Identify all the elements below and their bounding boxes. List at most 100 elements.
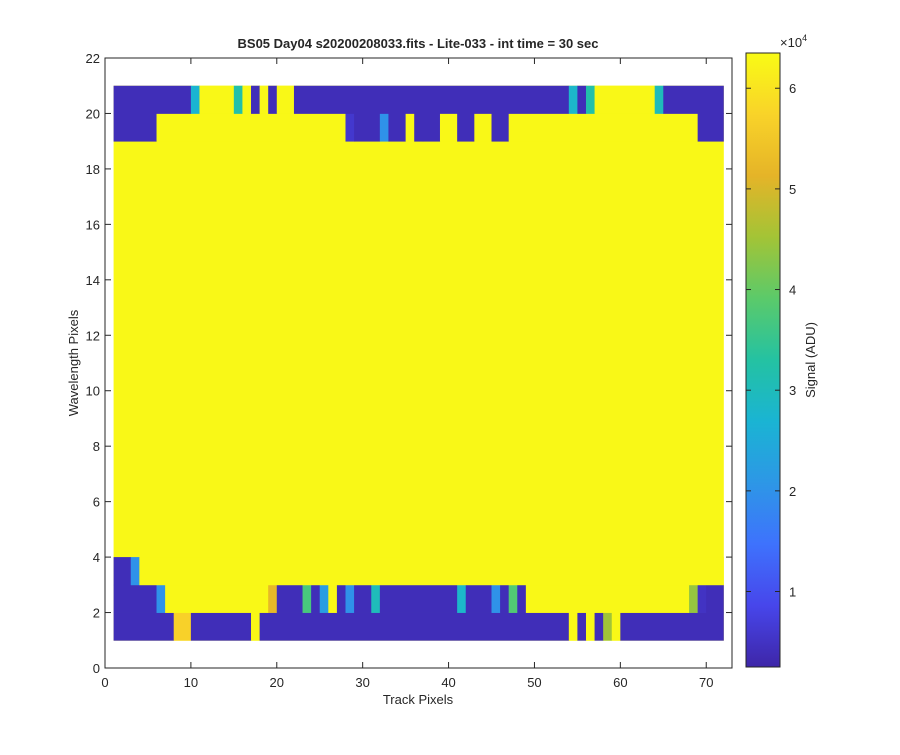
heatmap-cell	[165, 584, 269, 613]
heatmap-cell	[251, 612, 261, 641]
x-tick-label: 40	[441, 675, 455, 690]
heatmap-cell	[371, 584, 381, 613]
heatmap-cell	[500, 584, 510, 613]
heatmap-cell	[663, 85, 724, 114]
colorbar-gradient	[745, 52, 781, 668]
heatmap-cell	[276, 584, 303, 613]
heatmap-cell	[491, 113, 510, 142]
y-tick-label: 22	[86, 51, 100, 66]
x-tick-label: 50	[527, 675, 541, 690]
heatmap-cell	[654, 85, 664, 114]
heatmap-cell	[620, 612, 724, 641]
heatmap-cell	[379, 113, 389, 142]
y-tick-label: 16	[86, 217, 100, 232]
heatmap-cell	[336, 584, 346, 613]
heatmap-cell	[113, 113, 157, 142]
colorbar-tick-label: 6	[789, 81, 796, 96]
heatmap-cell	[457, 584, 467, 613]
x-tick-label: 20	[270, 675, 284, 690]
x-tick-label: 0	[101, 675, 108, 690]
heatmap-cell	[594, 85, 656, 114]
x-tick-label: 30	[355, 675, 369, 690]
heatmap-cell	[190, 85, 200, 114]
heatmap-cell	[568, 85, 578, 114]
heatmap-cell	[508, 584, 518, 613]
heatmap-cell	[439, 113, 458, 142]
heatmap-cell	[345, 584, 355, 613]
heatmap-cell	[517, 584, 527, 613]
heatmap-cell	[388, 113, 407, 142]
y-tick-label: 6	[93, 495, 100, 510]
y-tick-label: 18	[86, 162, 100, 177]
heatmap-cell	[611, 612, 621, 641]
heatmap-cell	[173, 612, 192, 641]
heatmap-cell	[577, 612, 587, 641]
y-axis-label: Wavelength Pixels	[66, 309, 81, 416]
heatmap-cell	[354, 584, 372, 613]
heatmap-cell	[268, 584, 278, 613]
heatmap-cell	[130, 557, 140, 586]
chart-title: BS05 Day04 s20200208033.fits - Lite-033 …	[238, 36, 599, 51]
heatmap-cell	[302, 584, 312, 613]
heatmap-cell	[156, 584, 166, 613]
x-tick-label: 70	[699, 675, 713, 690]
heatmap-cell	[474, 113, 492, 142]
heatmap-cell	[293, 85, 570, 114]
y-tick-label: 20	[86, 106, 100, 121]
heatmap-cell	[199, 85, 235, 114]
heatmap-cell	[697, 584, 707, 613]
colorbar-tick-label: 3	[789, 383, 796, 398]
heatmap-cell	[414, 113, 424, 142]
heatmap-cells	[113, 85, 724, 641]
heatmap-cell	[113, 584, 157, 613]
heatmap-cell	[319, 584, 329, 613]
heatmap-cell	[156, 113, 346, 142]
y-tick-label: 4	[93, 550, 100, 565]
heatmap-cell	[268, 85, 278, 114]
heatmap-cell	[354, 113, 381, 142]
plot-area: 0 10 20 30 40 50 60 70 0 2 4 6 8 10 12 14 16 18 20 22	[86, 51, 733, 690]
heatmap-cell	[689, 584, 699, 613]
heatmap-cell	[585, 612, 595, 641]
x-tick-label: 60	[613, 675, 627, 690]
heatmap-cell	[259, 85, 269, 114]
colorbar-label: Signal (ADU)	[803, 322, 818, 398]
colorbar-exponent-power: 4	[802, 33, 807, 43]
heatmap-cell	[577, 85, 587, 114]
heatmap-cell	[113, 85, 192, 114]
y-tick-label: 12	[86, 328, 100, 343]
x-axis-label: Track Pixels	[383, 692, 454, 707]
heatmap-cell	[251, 85, 261, 114]
y-tick-label: 0	[93, 661, 100, 676]
heatmap-cell	[465, 584, 492, 613]
x-axis-ticks: 0 10 20 30 40 50 60 70	[101, 58, 713, 690]
y-tick-label: 8	[93, 439, 100, 454]
heatmap-cell	[328, 584, 338, 613]
colorbar-exponent-base: ×10	[780, 35, 802, 50]
y-tick-label: 2	[93, 606, 100, 621]
plot-frame	[104, 57, 733, 669]
heatmap-cell	[508, 113, 699, 142]
heatmap-cell	[697, 113, 724, 142]
heatmap-cell	[568, 612, 578, 641]
heatmap-cell	[190, 612, 252, 641]
heatmap-background-cell	[113, 85, 724, 641]
heatmap-cell	[594, 612, 604, 641]
heatmap-cell	[585, 85, 595, 114]
heatmap-cell	[706, 584, 724, 613]
heatmap-cell	[233, 85, 243, 114]
heatmap-cell	[276, 85, 295, 114]
heatmap-cell	[379, 584, 458, 613]
colorbar-tick-label: 2	[789, 484, 796, 499]
colorbar-tick-label: 5	[789, 182, 796, 197]
heatmap-cell	[113, 612, 175, 641]
heatmap-cell	[259, 612, 570, 641]
heatmap-cell	[311, 584, 321, 613]
heatmap-cell	[603, 612, 613, 641]
heatmap-cell	[525, 584, 690, 613]
colorbar-ticks: 1 2 3 4 5 6	[746, 81, 796, 600]
heatmap-cell	[405, 113, 415, 142]
